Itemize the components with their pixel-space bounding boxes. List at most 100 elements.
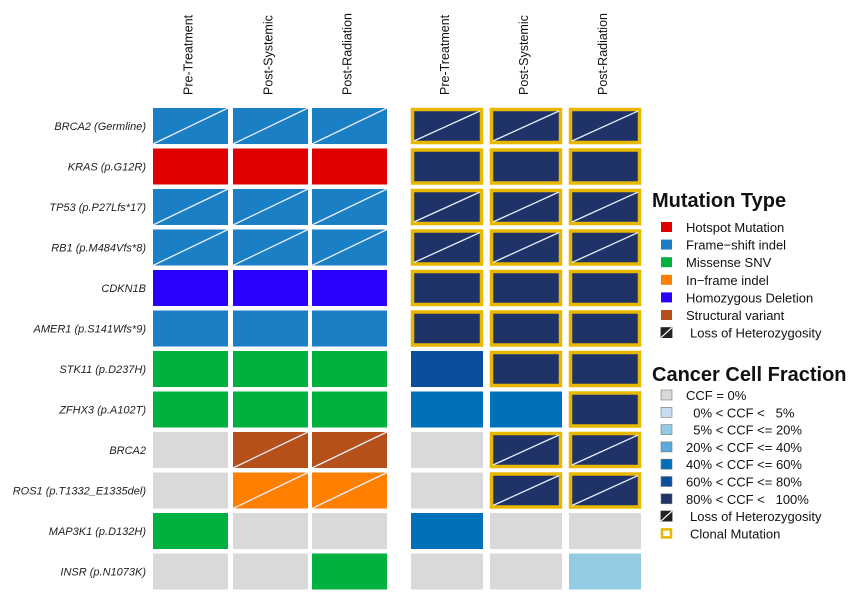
legend-label: 60% < CCF <= 80%: [686, 475, 802, 490]
legend-item: Frame−shift indel: [661, 238, 786, 253]
cell-rect-clonal: [568, 148, 642, 185]
legend-item: CCF = 0%: [660, 388, 747, 403]
cell-rect: [153, 391, 228, 428]
loh-diagonal: [232, 188, 309, 226]
cell-rect-clonal: [489, 269, 563, 307]
loh-diagonal: [311, 188, 388, 226]
cell-rect: [153, 148, 228, 185]
legend-label: Missense SNV: [686, 255, 772, 270]
heatmap-cell: [153, 270, 228, 306]
heatmap-cell: [311, 228, 388, 267]
legend-label: Homozygous Deletion: [686, 290, 813, 305]
heatmap-cell: [568, 269, 642, 307]
heatmap-cell: [568, 107, 642, 145]
cell-rect-clonal: [568, 310, 642, 347]
heatmap-cell: [312, 310, 387, 347]
legend-swatch: [660, 476, 673, 487]
cell-rect: [233, 270, 308, 306]
loh-diagonal: [232, 107, 309, 145]
heatmap-cell: [152, 107, 229, 145]
loh-diagonal: [152, 228, 229, 267]
cell-rect-clonal: [410, 148, 484, 185]
heatmap-cell: [233, 391, 308, 428]
row-label: TP53 (p.P27Lfs*17): [49, 202, 146, 214]
legend-item: Loss of Heterozygosity: [660, 509, 822, 524]
heatmap-cell: [153, 391, 228, 428]
cell-rect-clonal: [410, 269, 484, 307]
heatmap-cell: [233, 148, 308, 185]
cell-rect: [233, 391, 308, 428]
cell-rect: [233, 310, 308, 347]
heatmap-cell: [311, 431, 388, 469]
loh-diagonal: [232, 228, 309, 267]
legend-swatch: [660, 406, 673, 418]
legend-swatch: [660, 424, 673, 435]
heatmap-cell: [489, 188, 563, 226]
loh-diagonal: [571, 231, 639, 264]
heatmap-cell: [489, 350, 563, 388]
legend-item: 20% < CCF <= 40%: [660, 440, 802, 455]
legend-item: 5% < CCF <= 20%: [660, 423, 802, 438]
heatmap-cell: [411, 351, 483, 387]
heatmap-cell: [311, 107, 388, 145]
loh-diagonal: [152, 107, 229, 145]
row-label: BRCA2 (Germline): [54, 121, 146, 133]
legend-swatch: [661, 310, 672, 320]
heatmap-cell: [411, 432, 483, 468]
legend-mutation-type: Mutation Type Hotspot Mutation Frame−shif…: [652, 190, 822, 341]
heatmap-cell: [489, 269, 563, 307]
cell-rect: [411, 513, 483, 549]
row-label: ZFHX3 (p.A102T): [58, 405, 146, 417]
loh-diagonal: [492, 110, 560, 142]
heatmap-cell: [153, 432, 228, 468]
loh-diagonal: [571, 110, 639, 142]
legend-item: Loss of Heterozygosity: [660, 326, 822, 341]
row-label: CDKN1B: [101, 283, 146, 295]
cell-rect: [153, 553, 228, 590]
heatmap-cell: [312, 351, 387, 387]
column-label: Post-Radiation: [596, 13, 610, 95]
legend-item: 0% < CCF < 5%: [660, 405, 795, 420]
cell-rect: [153, 472, 228, 509]
legend-swatch: [660, 441, 673, 453]
loh-diagonal: [492, 191, 560, 223]
heatmap-cell: [233, 513, 308, 549]
legend-item: 40% < CCF <= 60%: [660, 457, 802, 472]
loh-diagonal: [311, 431, 388, 469]
cell-rect-clonal: [489, 350, 563, 388]
heatmap-cell: [489, 107, 563, 145]
row-labels: BRCA2 (Germline) KRAS (p.G12R) TP53 (p.P27…: [13, 121, 147, 579]
loh-diagonal: [492, 434, 560, 466]
heatmap-cell: [490, 391, 562, 428]
heatmap-cell: [153, 553, 228, 590]
legend-label: Frame−shift indel: [686, 238, 786, 253]
cell-rect-clonal: [568, 391, 642, 428]
heatmap-cell: [232, 107, 309, 145]
heatmap-cell: [232, 471, 309, 510]
legend-label: 40% < CCF <= 60%: [686, 457, 802, 472]
loh-diagonal: [571, 474, 639, 507]
legend-label: 5% < CCF <= 20%: [686, 423, 802, 438]
row-label: ROS1 (p.T1332_E1335del): [13, 486, 147, 498]
row-label: RB1 (p.M484Vfs*8): [51, 243, 146, 255]
heatmap-cell: [233, 310, 308, 347]
cell-rect: [411, 351, 483, 387]
heatmap-cell: [233, 270, 308, 306]
loh-diagonal: [311, 471, 388, 510]
row-label: KRAS (p.G12R): [68, 162, 147, 174]
heatmap-cell: [411, 391, 483, 428]
cell-rect: [153, 270, 228, 306]
heatmap-cell: [410, 188, 484, 226]
heatmap-cell: [569, 513, 641, 549]
heatmap-cell: [410, 269, 484, 307]
heatmap-cell: [152, 188, 229, 226]
legend-label: 0% < CCF < 5%: [686, 405, 795, 420]
column-label: Post-Radiation: [341, 13, 355, 95]
cell-rect: [233, 148, 308, 185]
cell-rect-clonal: [489, 310, 563, 347]
heatmap-cell: [568, 310, 642, 347]
cell-rect: [312, 270, 387, 306]
heatmap-cell: [153, 148, 228, 185]
heatmap-cell: [232, 228, 309, 267]
heatmap-cell: [490, 513, 562, 549]
